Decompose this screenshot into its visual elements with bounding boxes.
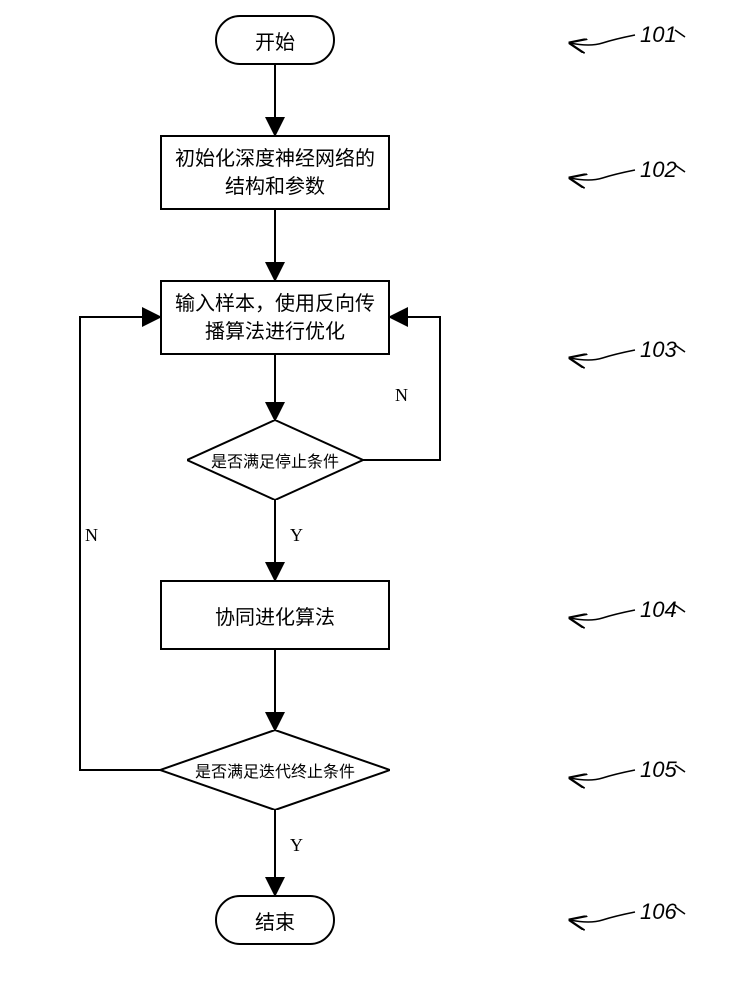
start-node: 开始 bbox=[215, 15, 335, 65]
label-y1: Y bbox=[290, 525, 303, 546]
coevolve-text: 协同进化算法 bbox=[215, 601, 335, 630]
init-text: 初始化深度神经网络的 结构和参数 bbox=[175, 145, 375, 201]
input-process: 输入样本，使用反向传 播算法进行优化 bbox=[160, 280, 390, 355]
input-text: 输入样本，使用反向传 播算法进行优化 bbox=[175, 290, 375, 346]
flowchart-container: 开始 初始化深度神经网络的 结构和参数 输入样本，使用反向传 播算法进行优化 是… bbox=[0, 0, 740, 1000]
decision2-node: 是否满足迭代终止条件 bbox=[160, 730, 390, 810]
coevolve-process: 协同进化算法 bbox=[160, 580, 390, 650]
ref-101: 101 bbox=[640, 22, 677, 48]
ref-103: 103 bbox=[640, 337, 677, 363]
start-text: 开始 bbox=[255, 26, 295, 55]
label-n1: N bbox=[395, 385, 408, 406]
decision2-text: 是否满足迭代终止条件 bbox=[195, 764, 355, 781]
ref-104: 104 bbox=[640, 597, 677, 623]
decision1-text: 是否满足停止条件 bbox=[211, 454, 339, 471]
end-node: 结束 bbox=[215, 895, 335, 945]
ref-105: 105 bbox=[640, 757, 677, 783]
label-n2: N bbox=[85, 525, 98, 546]
decision1-node: 是否满足停止条件 bbox=[187, 420, 363, 500]
end-text: 结束 bbox=[255, 906, 295, 935]
ref-106: 106 bbox=[640, 899, 677, 925]
init-process: 初始化深度神经网络的 结构和参数 bbox=[160, 135, 390, 210]
ref-102: 102 bbox=[640, 157, 677, 183]
label-y2: Y bbox=[290, 835, 303, 856]
